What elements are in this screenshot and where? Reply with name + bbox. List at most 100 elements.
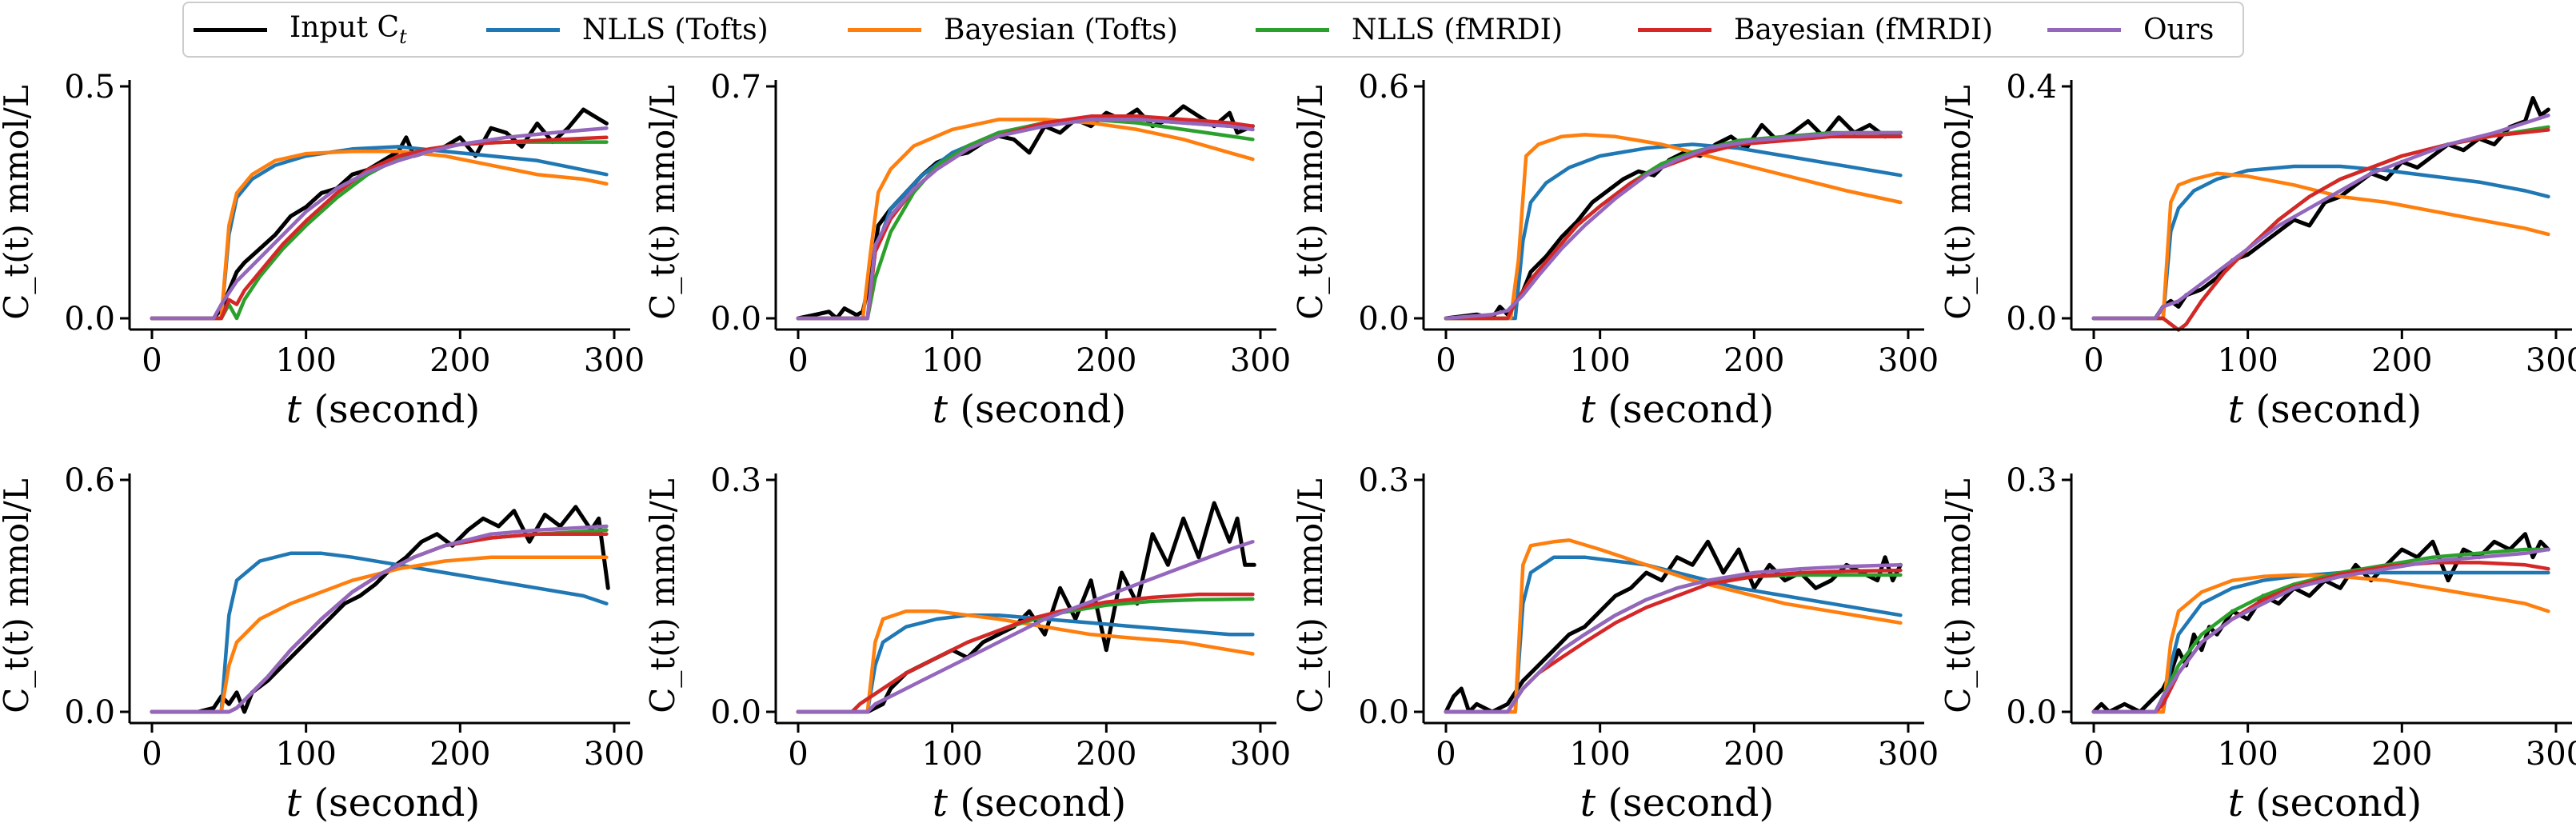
legend: Input Ct NLLS (Tofts) Bayesian (Tofts) N… — [182, 2, 2244, 58]
series-line-2 — [2091, 570, 2550, 714]
x-tick-label: 100 — [2217, 736, 2278, 773]
y-axis-label: C_t(t) mmol/L — [0, 85, 36, 319]
series-line-1 — [2091, 532, 2550, 714]
subplot-2: 0 100 200 300 0.0 0.7 C_t(t) mmol/L t (second) — [643, 69, 1291, 432]
legend-item-ours: Ours — [2047, 3, 2214, 56]
y-tick-label: 0.0 — [2006, 301, 2057, 338]
x-tick-label: 300 — [2526, 736, 2576, 773]
legend-swatch — [848, 27, 921, 32]
series-line-2 — [2091, 164, 2550, 321]
y-axis-label: C_t(t) mmol/L — [643, 478, 682, 713]
series-line-2 — [1444, 555, 1903, 714]
x-axis-label-var: t — [2228, 781, 2244, 825]
x-tick-label: 0 — [2083, 736, 2103, 773]
x-axis-label-unit: (second) — [2243, 781, 2422, 825]
x-tick-label: 100 — [1569, 342, 1630, 379]
x-axis-label: t (second) — [1580, 781, 1774, 825]
x-tick-label: 100 — [1569, 736, 1630, 773]
x-axis-label: t (second) — [933, 387, 1126, 432]
legend-swatch — [486, 27, 560, 32]
x-tick-label: 300 — [2526, 342, 2576, 379]
series-line-6 — [1444, 563, 1903, 714]
series-line-3 — [2091, 171, 2550, 321]
y-tick-label: 0.3 — [710, 462, 761, 499]
series-line-3 — [1444, 133, 1903, 321]
series-line-4 — [2091, 125, 2550, 332]
series-line-2 — [150, 145, 609, 321]
x-axis-label-var: t — [1580, 387, 1596, 432]
y-tick-label: 0.0 — [710, 301, 761, 338]
x-tick-label: 100 — [921, 736, 982, 773]
x-tick-label: 200 — [1076, 736, 1136, 773]
x-tick-label: 0 — [142, 736, 162, 773]
legend-label: Bayesian (fMRDI) — [1734, 13, 1994, 46]
x-tick-label: 0 — [788, 736, 808, 773]
y-tick-label: 0.0 — [710, 694, 761, 731]
y-axis-label: C_t(t) mmol/L — [1291, 85, 1330, 319]
x-axis-label: t (second) — [286, 781, 480, 825]
subplot-6: 0 100 200 300 0.0 0.3 C_t(t) mmol/L t (second) — [643, 462, 1291, 825]
subplot-7: 0 100 200 300 0.0 0.3 C_t(t) mmol/L t (second) — [1291, 462, 1939, 825]
legend-label-text: Input C — [290, 10, 400, 44]
legend-swatch — [1638, 27, 1711, 32]
x-axis-label-unit: (second) — [2243, 387, 2422, 432]
legend-label-subscript: t — [399, 26, 407, 49]
legend-label: NLLS (Tofts) — [582, 13, 769, 46]
x-axis-label-var: t — [933, 781, 949, 825]
series-line-3 — [1444, 538, 1903, 714]
legend-label: Ours — [2143, 13, 2215, 46]
x-axis-label-var: t — [2228, 387, 2244, 432]
series-line-3 — [2091, 573, 2550, 714]
y-axis-label: C_t(t) mmol/L — [1939, 85, 1978, 319]
series-line-1 — [796, 104, 1255, 321]
x-axis-label: t (second) — [2228, 781, 2422, 825]
legend-label: Input Ct — [290, 11, 407, 48]
series-line-3 — [796, 118, 1255, 321]
x-axis-label-unit: (second) — [948, 781, 1126, 825]
x-axis-label-var: t — [286, 781, 302, 825]
x-axis-label-var: t — [1580, 781, 1596, 825]
x-tick-label: 300 — [1230, 736, 1291, 773]
y-axis-label: C_t(t) mmol/L — [643, 85, 682, 319]
series-line-2 — [1444, 142, 1903, 321]
series-line-1 — [796, 501, 1256, 714]
y-tick-label: 0.0 — [1358, 301, 1409, 338]
legend-item-nlls-tofts: NLLS (Tofts) — [486, 3, 769, 56]
x-tick-label: 200 — [429, 736, 490, 773]
x-tick-label: 200 — [2371, 342, 2432, 379]
x-axis-label-unit: (second) — [1596, 387, 1774, 432]
y-tick-label: 0.0 — [64, 694, 115, 731]
series-line-5 — [2091, 128, 2550, 332]
series-line-6 — [796, 540, 1255, 714]
x-tick-label: 300 — [584, 342, 645, 379]
y-axis-label: C_t(t) mmol/L — [0, 478, 36, 713]
y-axis-label: C_t(t) mmol/L — [1291, 478, 1330, 713]
x-tick-label: 300 — [1878, 342, 1939, 379]
y-tick-label: 0.0 — [1358, 694, 1409, 731]
series-line-5 — [150, 135, 609, 321]
y-tick-label: 0.0 — [64, 301, 115, 338]
y-tick-label: 0.6 — [1358, 69, 1409, 106]
x-tick-label: 100 — [275, 736, 336, 773]
x-tick-label: 100 — [921, 342, 982, 379]
series-line-6 — [2091, 114, 2550, 321]
legend-label: NLLS (fMRDI) — [1352, 13, 1563, 46]
x-tick-label: 200 — [1076, 342, 1136, 379]
y-tick-label: 0.0 — [2006, 694, 2057, 731]
x-axis-label-var: t — [933, 387, 949, 432]
subplot-3: 0 100 200 300 0.0 0.6 C_t(t) mmol/L t (second) — [1291, 69, 1939, 432]
legend-item-input-ct: Input Ct — [194, 3, 407, 56]
subplot-5: 0 100 200 300 0.0 0.6 C_t(t) mmol/L t (second) — [0, 462, 645, 825]
legend-swatch — [1256, 27, 1329, 32]
legend-swatch — [2047, 27, 2121, 32]
legend-item-nlls-fmrdi: NLLS (fMRDI) — [1256, 3, 1563, 56]
series-line-5 — [2091, 561, 2550, 714]
x-axis-label: t (second) — [1580, 387, 1774, 432]
x-tick-label: 200 — [429, 342, 490, 379]
y-tick-label: 0.4 — [2006, 69, 2057, 106]
subplot-4: 0 100 200 300 0.0 0.4 C_t(t) mmol/L t (second) — [1939, 69, 2576, 432]
series-line-6 — [150, 524, 609, 714]
x-tick-label: 300 — [1230, 342, 1291, 379]
